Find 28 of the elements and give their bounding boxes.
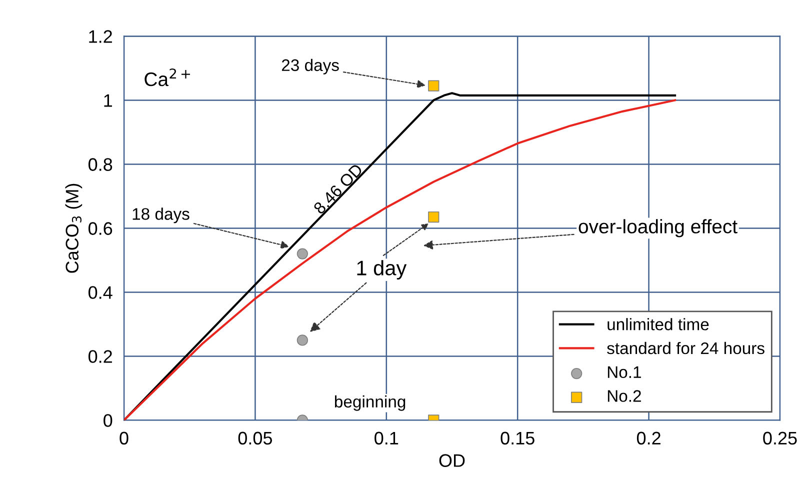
x-tick-label: 0.2	[636, 432, 660, 445]
x-axis-title: OD	[439, 454, 465, 467]
x-tick-label: 0.15	[500, 432, 534, 445]
annotation: 1 day	[357, 260, 407, 280]
x-tick-label: 0.25	[763, 432, 797, 445]
annotation: 8.46 OD	[312, 162, 364, 215]
y-tick-label: 0	[104, 414, 112, 427]
annotation: 18 days	[132, 208, 190, 224]
y-tick-label: 0.8	[88, 158, 112, 171]
x-tick-label: 0	[120, 432, 128, 445]
annotation: Ca$^{2+}$	[144, 68, 190, 86]
legend-label: standard for 24 hours	[607, 342, 764, 354]
y-tick-label: 0.4	[88, 286, 112, 299]
annotation: beginning	[334, 395, 406, 411]
x-tick-label: 0.1	[374, 432, 398, 445]
point	[428, 211, 440, 223]
legend-label: No.1	[608, 366, 641, 378]
point	[296, 248, 308, 260]
y-tick-label: 0.2	[88, 350, 112, 363]
y-axis-title: CaCO$_{3}$ (M)	[65, 184, 82, 273]
annotation: 23 days	[282, 58, 339, 74]
legend-label: No.2	[608, 390, 641, 402]
y-tick-label: 1	[104, 94, 112, 107]
legend-label: unlimited time	[608, 318, 709, 330]
y-tick-label: 1.2	[89, 30, 112, 43]
x-tick-label: 0.05	[238, 432, 272, 445]
annotation: over-loading effect	[578, 219, 738, 238]
y-tick-label: 0.6	[88, 222, 112, 235]
